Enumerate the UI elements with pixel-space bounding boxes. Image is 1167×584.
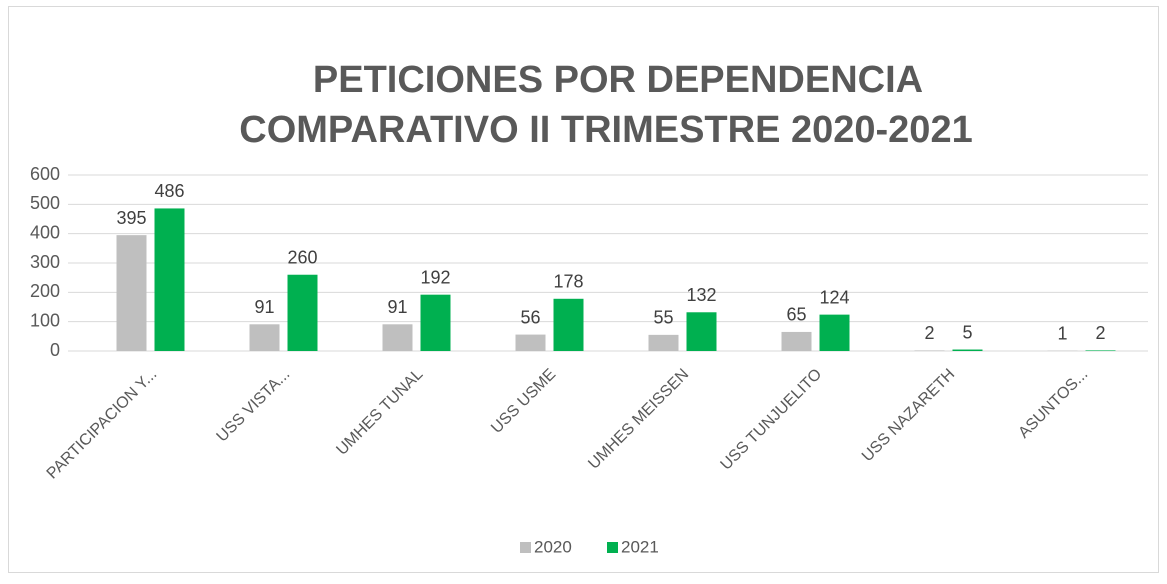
data-label: 395	[116, 208, 146, 228]
y-tick-label: 200	[30, 281, 60, 301]
bar	[820, 315, 850, 351]
bar	[649, 335, 679, 351]
data-label: 56	[520, 307, 540, 327]
bar	[953, 350, 983, 351]
data-label: 91	[254, 297, 274, 317]
legend-swatch	[607, 542, 618, 553]
data-label: 5	[962, 322, 972, 342]
data-label: 132	[686, 285, 716, 305]
data-label: 1	[1057, 323, 1067, 343]
y-tick-label: 100	[30, 310, 60, 330]
legend-label: 2021	[621, 537, 659, 556]
bar	[155, 208, 185, 351]
y-tick-label: 0	[50, 340, 60, 360]
bar	[117, 235, 147, 351]
chart-title: COMPARATIVO II TRIMESTRE 2020-2021	[239, 109, 972, 151]
data-label: 55	[653, 308, 673, 328]
data-label: 91	[387, 297, 407, 317]
data-label: 124	[819, 287, 849, 307]
data-label: 192	[420, 267, 450, 287]
bar	[383, 324, 413, 351]
bar	[288, 275, 318, 351]
data-label: 2	[1095, 323, 1105, 343]
legend-swatch	[520, 542, 531, 553]
bar	[782, 332, 812, 351]
y-tick-label: 500	[30, 193, 60, 213]
y-tick-label: 400	[30, 222, 60, 242]
bar	[421, 295, 451, 351]
bar	[516, 335, 546, 351]
data-label: 65	[786, 305, 806, 325]
legend-label: 2020	[534, 537, 572, 556]
bar	[687, 312, 717, 351]
chart-title: PETICIONES POR DEPENDENCIA	[313, 59, 923, 101]
bar	[1086, 350, 1116, 351]
bar	[915, 350, 945, 351]
data-label: 260	[287, 247, 317, 267]
data-label: 486	[154, 181, 184, 201]
y-tick-label: 600	[30, 164, 60, 184]
bar	[250, 324, 280, 351]
data-label: 178	[553, 272, 583, 292]
y-tick-label: 300	[30, 252, 60, 272]
data-label: 2	[924, 323, 934, 343]
bar	[554, 299, 584, 351]
